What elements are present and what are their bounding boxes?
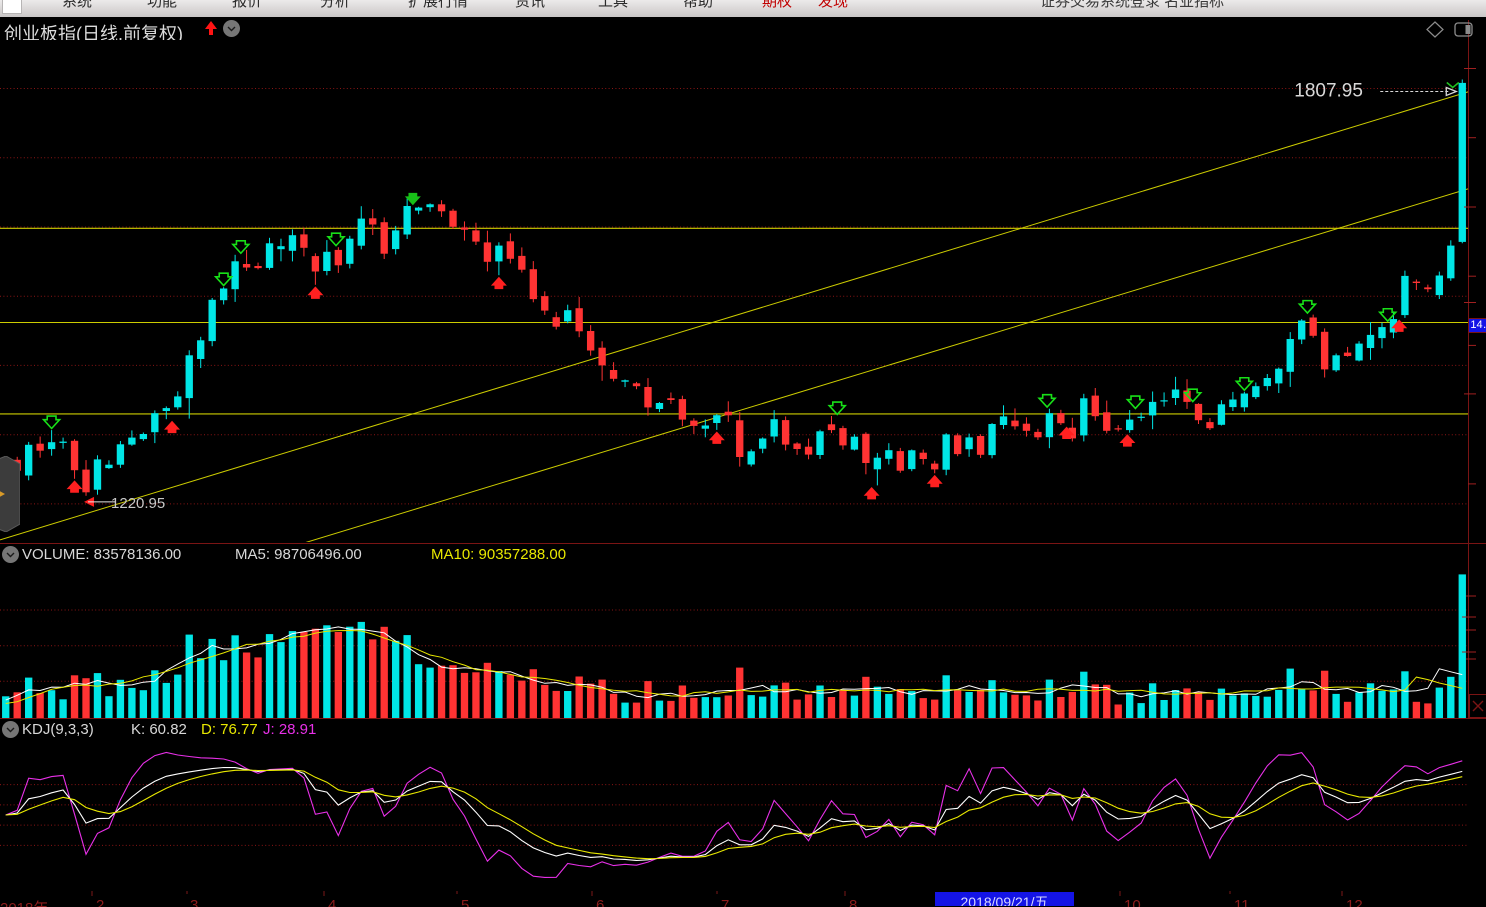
svg-text:1807.95: 1807.95	[1294, 80, 1363, 101]
svg-text:1220.95: 1220.95	[111, 495, 165, 512]
